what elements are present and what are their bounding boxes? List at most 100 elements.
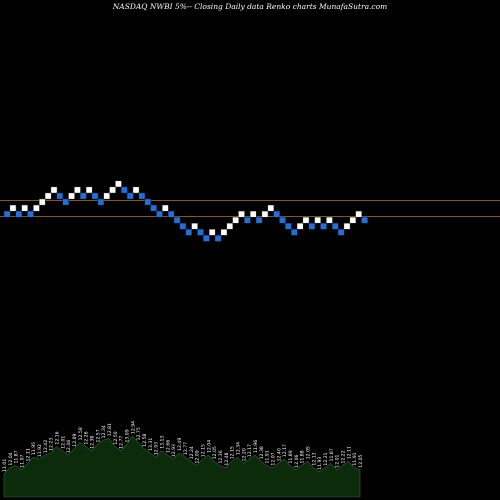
renko-brick-up: [296, 222, 304, 230]
volume-label: 12.23: [49, 438, 55, 451]
volume-label: 12.34: [235, 442, 241, 455]
volume-label: 12.57: [95, 429, 101, 442]
renko-brick-up: [38, 198, 46, 206]
volume-label: 12.24: [189, 446, 195, 459]
volume-label: 12.05: [358, 454, 364, 467]
volume-label: 12.17: [282, 444, 288, 457]
renko-brick-up: [21, 204, 29, 212]
renko-brick-down: [156, 210, 163, 218]
volume-label: 13.09: [125, 429, 131, 442]
renko-brick-down: [138, 192, 146, 200]
renko-brick-down: [337, 228, 345, 236]
renko-brick-up: [50, 186, 58, 194]
renko-brick-up: [326, 216, 333, 224]
volume-label: 12.36: [218, 450, 224, 463]
renko-brick-down: [308, 222, 316, 230]
renko-brick-down: [290, 228, 298, 236]
volume-label: 12.22: [341, 450, 347, 463]
volume-label: 12.04: [206, 440, 212, 453]
volume-label: 12.17: [247, 444, 253, 457]
volume-label: 12.13: [311, 452, 317, 465]
renko-brick-down: [185, 228, 193, 236]
renko-brick-down: [56, 192, 64, 200]
volume-label: 12.75: [136, 427, 142, 440]
volume-label: 12.38: [90, 436, 96, 449]
volume-label: 12.50: [113, 431, 119, 444]
volume-label: 12.42: [43, 440, 49, 453]
renko-brick-up: [314, 216, 322, 224]
renko-brick-down: [97, 198, 105, 206]
volume-label: 12.77: [183, 442, 189, 455]
renko-brick-up: [349, 216, 357, 224]
volume-label: 11.87: [329, 448, 335, 461]
renko-brick-up: [103, 192, 111, 200]
volume-label: 11.95: [31, 442, 37, 455]
renko-brick-up: [74, 186, 81, 194]
volume-label: 12.34: [101, 425, 107, 438]
volume-labels: 11.01 12.04 11.87 11.97 12.11 11.95 11.92 12.42…: [2, 421, 364, 472]
renko-brick-up: [161, 204, 169, 212]
renko-brick-up: [232, 216, 239, 224]
volume-label: 12.94: [130, 421, 136, 434]
volume-area-shape: [3, 435, 361, 498]
volume-label: 12.26: [84, 431, 90, 444]
renko-brick-up: [109, 186, 116, 194]
volume-label: 12.01: [60, 436, 66, 449]
volume-label: 11.92: [37, 444, 43, 457]
volume-label: 12.05: [306, 446, 312, 459]
renko-brick-down: [273, 210, 281, 218]
volume-label: 12.46: [66, 440, 72, 453]
renko-brick-down: [3, 210, 11, 218]
renko-brick-down: [320, 222, 327, 230]
renko-brick-down: [285, 222, 292, 230]
volume-label: 13.31: [148, 438, 154, 451]
volume-label: 12.11: [346, 446, 352, 459]
renko-brick-up: [85, 186, 93, 194]
renko-brick-down: [79, 192, 87, 200]
renko-brick-up: [208, 228, 216, 236]
renko-brick-down: [91, 192, 99, 200]
renko-brick-up: [33, 204, 40, 212]
renko-brick-up: [249, 210, 257, 218]
renko-brick-up: [132, 186, 140, 194]
renko-brick-down: [120, 186, 128, 194]
volume-label: 12.11: [25, 448, 31, 461]
renko-brick-up: [9, 204, 17, 212]
volume-label: 12.81: [107, 423, 113, 436]
renko-brick-down: [361, 216, 368, 224]
renko-brick-down: [244, 216, 251, 224]
volume-label: 11.91: [352, 452, 358, 465]
volume-label: 12.93: [154, 442, 160, 455]
renko-brick-down: [255, 216, 263, 224]
renko-brick-down: [279, 216, 286, 224]
renko-brick-up: [226, 222, 234, 230]
volume-label: 12.77: [119, 436, 125, 449]
volume-label: 12.07: [271, 452, 277, 465]
renko-brick-down: [179, 222, 187, 230]
renko-brick-up: [68, 192, 75, 200]
renko-brick-down: [15, 210, 23, 218]
volume-label: 11.89: [288, 450, 294, 463]
renko-bricks: [3, 180, 368, 242]
volume-label: 11.93: [317, 457, 323, 470]
volume-label: 11.96: [253, 440, 259, 453]
renko-brick-down: [144, 198, 152, 206]
volume-label: 12.58: [142, 433, 148, 446]
chart-title: NASDAQ NWBI 5%-- Closing Daily data Renk…: [112, 2, 388, 11]
volume-label: 11.97: [20, 454, 26, 467]
volume-label: 12.15: [230, 446, 236, 459]
volume-label: 11.01: [2, 459, 8, 472]
renko-brick-down: [167, 210, 175, 218]
volume-label: 12.69: [72, 433, 78, 446]
renko-brick-up: [238, 210, 245, 218]
renko-brick-down: [27, 210, 34, 218]
renko-brick-up: [355, 210, 363, 218]
renko-brick-up: [261, 210, 269, 218]
renko-brick-down: [197, 228, 204, 236]
volume-label: 12.01: [335, 454, 341, 467]
renko-brick-down: [126, 192, 134, 200]
volume-label: 12.16: [55, 431, 61, 444]
renko-brick-up: [115, 180, 122, 188]
volume-label: 11.91: [265, 450, 271, 463]
